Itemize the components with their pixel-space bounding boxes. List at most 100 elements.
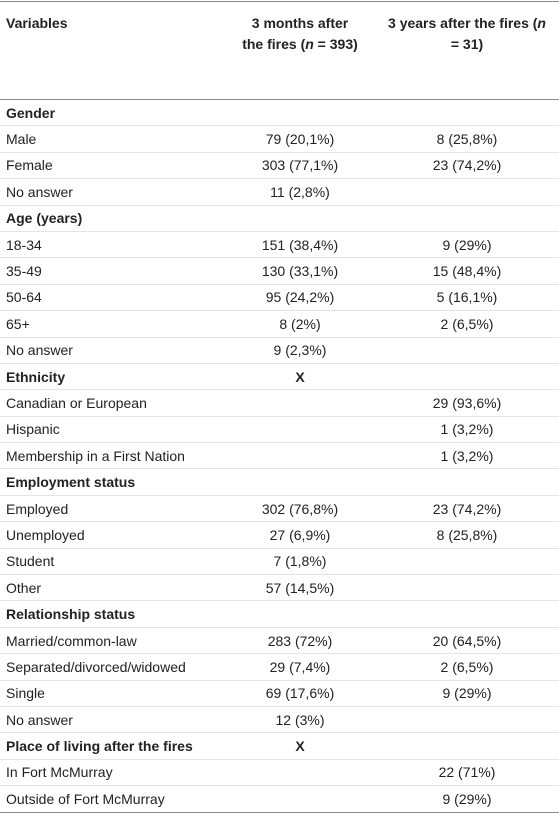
header-text: Variables	[6, 13, 68, 34]
data-row: 50-64 95 (24,2%) 5 (16,1%)	[0, 284, 559, 312]
header-part: 3 years after the fires (	[388, 15, 538, 31]
empty-cell	[375, 178, 559, 206]
value-cell: 69 (17,6%)	[225, 680, 375, 707]
value-cell: 9 (29%)	[375, 231, 559, 259]
value-cell: 7 (1,8%)	[225, 548, 375, 576]
empty-cell	[225, 416, 375, 444]
header-part: 3 months after the fires (	[242, 15, 349, 52]
section-row: Relationship status	[0, 600, 559, 628]
data-row: 35-49 130 (33,1%) 15 (48,4%)	[0, 257, 559, 285]
empty-cell	[225, 759, 375, 787]
value-cell: 12 (3%)	[225, 706, 375, 734]
data-row: Employed 302 (76,8%) 23 (74,2%)	[0, 495, 559, 523]
header-italic: n	[305, 36, 314, 52]
label-cell: No answer	[0, 706, 225, 734]
label-cell: No answer	[0, 178, 225, 206]
label-cell: Membership in a First Nation	[0, 442, 225, 470]
value-cell: 29 (93,6%)	[375, 389, 559, 417]
empty-cell	[375, 600, 559, 628]
label-cell: 50-64	[0, 284, 225, 312]
empty-cell	[375, 205, 559, 232]
label-cell: In Fort McMurray	[0, 759, 225, 787]
label-cell: Outside of Fort McMurray	[6, 790, 165, 807]
value-cell: 29 (7,4%)	[225, 653, 375, 681]
label-cell: Employed	[0, 495, 225, 523]
section-row: Gender	[0, 99, 559, 127]
label-cell: Student	[0, 548, 225, 576]
value-cell: 1 (3,2%)	[375, 442, 559, 470]
empty-cell	[375, 337, 559, 364]
value-cell: 11 (2,8%)	[225, 178, 375, 206]
value-cell: 95 (24,2%)	[225, 284, 375, 312]
value-cell: X	[225, 363, 375, 391]
empty-cell	[375, 99, 559, 127]
empty-cell	[375, 732, 559, 760]
empty-cell	[375, 574, 559, 602]
value-cell: 5 (16,1%)	[375, 284, 559, 312]
header-cell: 3 years after the fires (n = 31)	[375, 1, 559, 100]
empty-cell	[225, 389, 375, 417]
data-row: Unemployed 27 (6,9%) 8 (25,8%)	[0, 521, 559, 549]
label-cell: Other	[0, 574, 225, 602]
value-cell: 8 (25,8%)	[375, 125, 559, 153]
label-cell: 18-34	[0, 231, 225, 259]
data-row: In Fort McMurray 22 (71%)	[0, 759, 559, 787]
value-cell: 23 (74,2%)	[375, 152, 559, 180]
header-text: 3 years after the fires (n = 31)	[382, 13, 552, 55]
value-cell: 9 (29%)	[442, 790, 492, 807]
value-cell: 8 (25,8%)	[375, 521, 559, 549]
table-body: Gender Male 79 (20,1%) 8 (25,8%) Female 303 (…	[0, 99, 559, 813]
data-row: Single 69 (17,6%) 9 (29%)	[0, 680, 559, 707]
value-cell: 9 (29%)	[375, 680, 559, 707]
label-cell: Canadian or European	[0, 389, 225, 417]
section-row: Place of living after the fires X	[0, 732, 559, 760]
value-cell: 283 (72%)	[225, 627, 375, 655]
section-row: Employment status	[0, 468, 559, 496]
value-cell: X	[225, 732, 375, 760]
value-cell: 27 (6,9%)	[225, 521, 375, 549]
label-cell: Separated/divorced/widowed	[0, 653, 225, 681]
empty-cell	[375, 363, 559, 391]
value-cell: 79 (20,1%)	[225, 125, 375, 153]
data-row: Membership in a First Nation 1 (3,2%)	[0, 442, 559, 470]
data-row: Student 7 (1,8%)	[0, 548, 559, 576]
label-cell: 65+	[0, 310, 225, 338]
value-cell: 1 (3,2%)	[375, 416, 559, 444]
data-row: 18-34 151 (38,4%) 9 (29%)	[0, 231, 559, 259]
value-cell: 9 (2,3%)	[225, 337, 375, 364]
header-text: 3 months after the fires (n = 393)	[240, 13, 360, 55]
empty-cell	[225, 99, 375, 127]
empty-cell	[225, 205, 375, 232]
data-row: No answer 12 (3%)	[0, 706, 559, 734]
empty-cell	[225, 600, 375, 628]
empty-cell	[375, 706, 559, 734]
header-part: Variables	[6, 15, 68, 31]
value-cell: 57 (14,5%)	[225, 574, 375, 602]
header-cell: Variables	[0, 1, 225, 100]
empty-cell	[225, 786, 375, 812]
value-cell: 151 (38,4%)	[225, 231, 375, 259]
value-cell: 130 (33,1%)	[225, 257, 375, 285]
value-cell: 303 (77,1%)	[225, 152, 375, 180]
label-cell: Female	[0, 152, 225, 180]
label-cell: Gender	[0, 99, 225, 127]
value-cell: 20 (64,5%)	[375, 627, 559, 655]
data-row: Hispanic 1 (3,2%)	[0, 416, 559, 444]
data-row: Female 303 (77,1%) 23 (74,2%)	[0, 152, 559, 180]
header-part: = 31)	[450, 36, 484, 52]
value-cell: 8 (2%)	[225, 310, 375, 338]
label-cell: Ethnicity	[0, 363, 225, 391]
data-row: No answer 11 (2,8%)	[0, 178, 559, 206]
section-row: Ethnicity X	[0, 363, 559, 391]
section-row: Age (years)	[0, 205, 559, 232]
label-cell: Age (years)	[0, 205, 225, 232]
empty-cell	[225, 442, 375, 470]
data-row: Canadian or European 29 (93,6%)	[0, 389, 559, 417]
data-row: Married/common-law 283 (72%) 20 (64,5%)	[0, 627, 559, 655]
header-row: Variables 3 months after the fires (n = 3…	[0, 1, 559, 100]
value-cell: 15 (48,4%)	[375, 257, 559, 285]
empty-cell	[375, 468, 559, 496]
empty-cell	[225, 468, 375, 496]
label-cell: Unemployed	[0, 521, 225, 549]
